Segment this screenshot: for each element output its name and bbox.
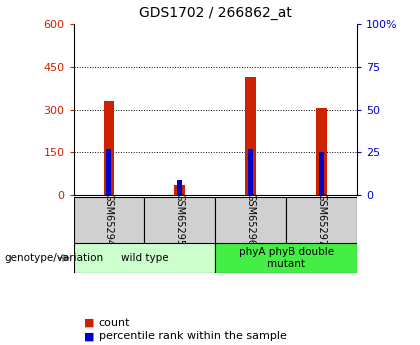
Text: wild type: wild type: [121, 253, 168, 263]
Text: count: count: [99, 318, 130, 327]
Text: GSM65297: GSM65297: [317, 194, 327, 246]
Bar: [74, 197, 144, 243]
Text: ■: ■: [84, 332, 94, 341]
Bar: [286, 197, 357, 243]
Bar: [174, 185, 185, 195]
Bar: [319, 152, 324, 195]
Text: percentile rank within the sample: percentile rank within the sample: [99, 332, 286, 341]
Bar: [248, 149, 253, 195]
Text: GSM65296: GSM65296: [246, 194, 256, 246]
Bar: [106, 149, 111, 195]
Text: ■: ■: [84, 318, 94, 327]
Bar: [104, 101, 114, 195]
Text: GSM65294: GSM65294: [104, 194, 114, 246]
Bar: [74, 243, 215, 273]
Text: genotype/variation: genotype/variation: [4, 253, 103, 263]
Title: GDS1702 / 266862_at: GDS1702 / 266862_at: [139, 6, 291, 20]
Bar: [144, 197, 215, 243]
Bar: [177, 179, 182, 195]
Text: GSM65295: GSM65295: [175, 194, 185, 246]
Bar: [316, 108, 327, 195]
Bar: [215, 197, 286, 243]
Bar: [215, 243, 357, 273]
Bar: [245, 77, 256, 195]
Text: phyA phyB double
mutant: phyA phyB double mutant: [239, 247, 333, 269]
